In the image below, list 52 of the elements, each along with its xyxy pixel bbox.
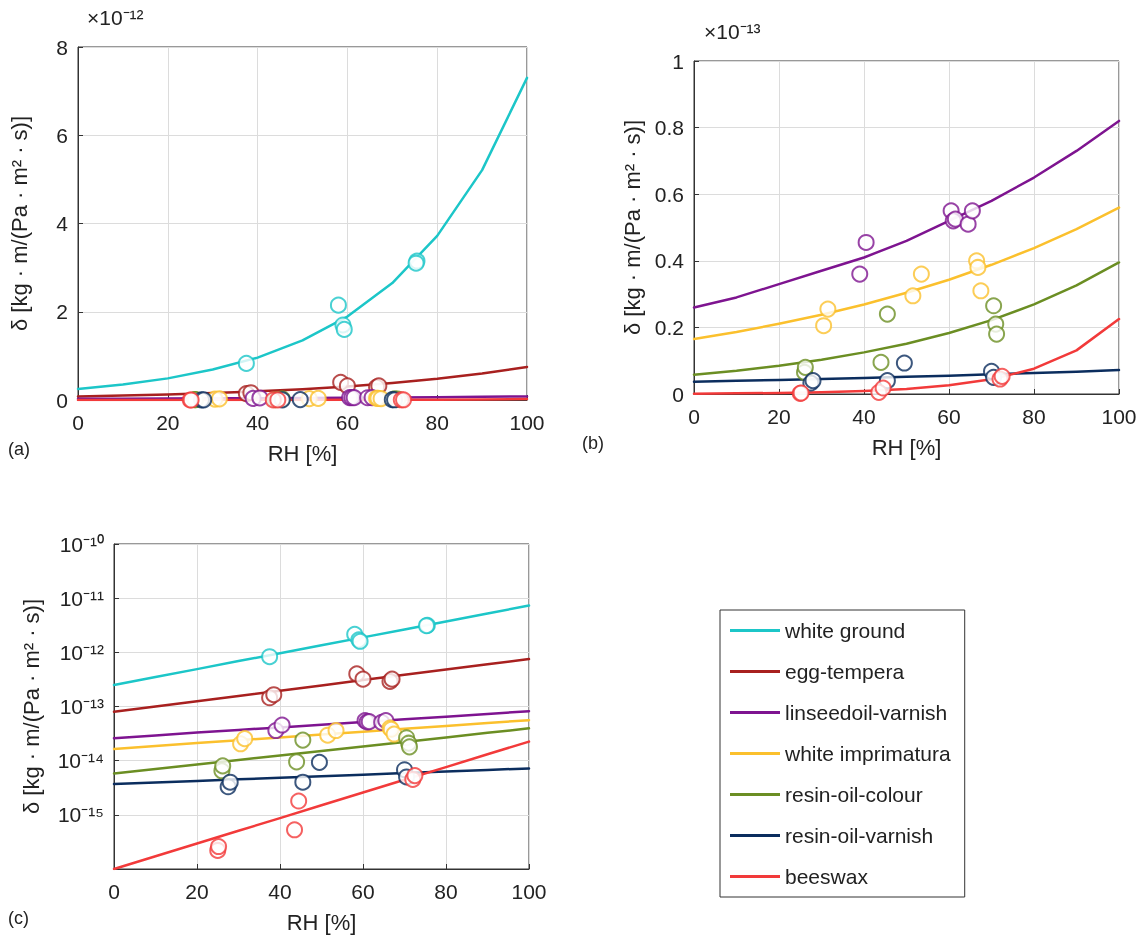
- y-tick-label: 0.2: [654, 315, 684, 339]
- legend-label: egg-tempera: [785, 660, 905, 683]
- text: (a): [8, 439, 30, 459]
- y-tick-label: 0: [56, 388, 68, 412]
- y-tick-label: 0.6: [654, 182, 684, 206]
- y-tick-label: 10⁻¹⁴: [57, 749, 104, 773]
- legend-label: linseedoil-varnish: [785, 701, 948, 724]
- x-tick-label: 60: [937, 405, 961, 428]
- text: (b): [582, 433, 604, 453]
- legend-label: beeswax: [785, 865, 869, 888]
- legend-label: white imprimatura: [784, 742, 952, 765]
- x-tick-label: 60: [351, 880, 375, 903]
- y-tick-label: 10⁻¹⁰: [59, 532, 104, 556]
- legend-label: white ground: [784, 619, 906, 642]
- y-axis-title: δ [kg · m/(Pa · m² · s)]: [6, 115, 32, 332]
- text: ×10⁻¹²: [87, 6, 144, 29]
- y-tick-label: 1: [672, 49, 684, 73]
- legend-label: resin-oil-colour: [785, 783, 923, 806]
- x-axis-title: RH [%]: [267, 440, 338, 466]
- x-tick-label: 80: [425, 411, 449, 434]
- y-tick-label: 0.4: [654, 249, 685, 273]
- y-tick-label: 10⁻¹²: [59, 640, 104, 664]
- x-tick-label: 60: [335, 411, 360, 434]
- x-tick-label: 80: [434, 880, 458, 903]
- legend-label: resin-oil-varnish: [785, 824, 934, 847]
- y-tick-label: 2: [56, 300, 68, 324]
- y-tick-label: 6: [56, 123, 68, 147]
- y-tick-label: 10⁻¹³: [59, 695, 104, 718]
- x-tick-label: 40: [852, 405, 876, 428]
- text: (c): [8, 908, 29, 928]
- y-tick-label: 10⁻¹¹: [59, 586, 104, 610]
- x-tick-label: 20: [156, 411, 180, 434]
- x-tick-label: 20: [767, 405, 791, 428]
- x-tick-label: 100: [1101, 405, 1137, 428]
- y-tick-label: 0: [672, 382, 684, 406]
- x-tick-label: 100: [511, 880, 547, 903]
- y-axis-title: δ [kg · m/(Pa · m² · s)]: [18, 598, 44, 815]
- y-tick-label: 10⁻¹⁵: [57, 803, 104, 827]
- text: ×10⁻¹³: [704, 20, 761, 43]
- y-axis-title: δ [kg · m/(Pa · m² · s)]: [620, 119, 646, 336]
- x-axis-title: RH [%]: [871, 434, 942, 460]
- x-tick-label: 40: [245, 411, 270, 434]
- y-tick-label: 0.8: [654, 116, 684, 140]
- x-axis-title: RH [%]: [286, 909, 357, 935]
- x-tick-label: 80: [1022, 405, 1046, 428]
- x-tick-label: 100: [509, 411, 545, 434]
- x-tick-label: 20: [185, 880, 209, 903]
- x-tick-label: 40: [268, 880, 292, 903]
- y-tick-label: 8: [56, 35, 68, 59]
- y-tick-label: 4: [56, 212, 69, 235]
- x-tick-label: 0: [688, 405, 700, 428]
- x-tick-label: 0: [108, 880, 120, 903]
